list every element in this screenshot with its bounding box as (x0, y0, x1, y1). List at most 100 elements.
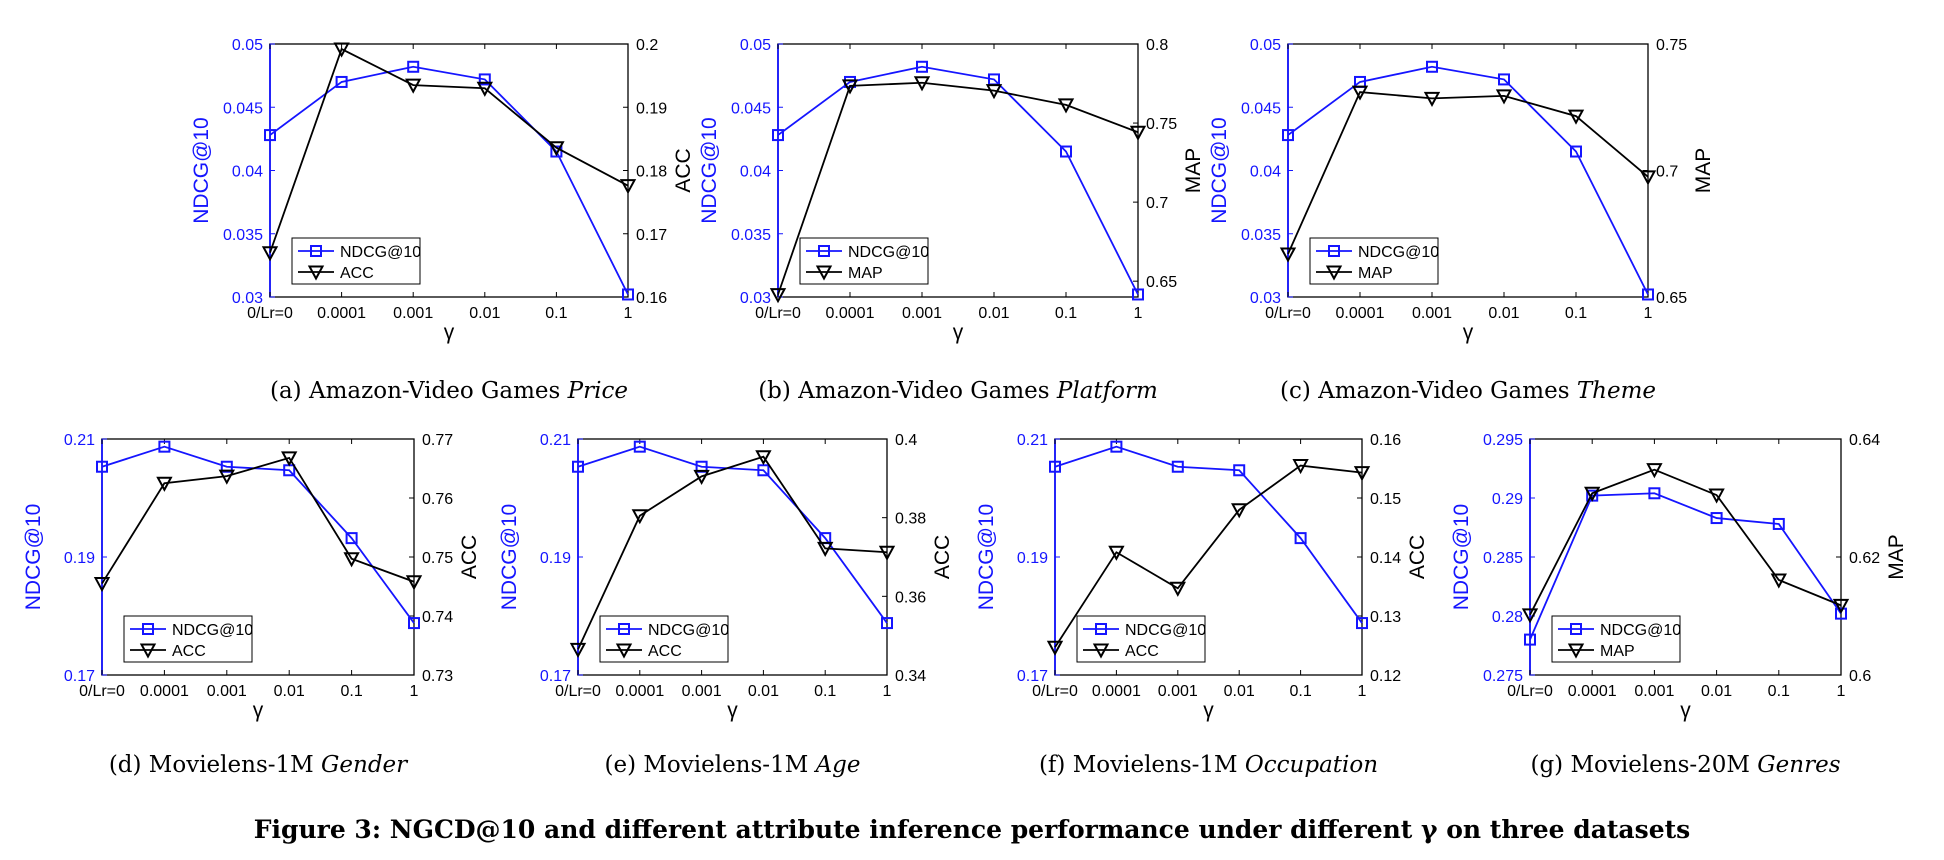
series-line-ndcg10 (101, 445, 415, 624)
legend-marker (1570, 623, 1582, 635)
data-point-marker (1498, 73, 1510, 86)
data-point-marker (220, 460, 233, 473)
right-y-tick-label: 0.75 (1656, 37, 1687, 54)
left-y-tick-label: 0.05 (740, 37, 771, 54)
legend-marker (307, 265, 325, 281)
legend-label: ACC (1125, 643, 1159, 660)
x-tick-label: 0/Lr=0 (755, 305, 801, 322)
series-line-ndcg10 (1287, 65, 1649, 295)
right-y-tick-label: 0.65 (1146, 274, 1177, 291)
left-y-tick-label: 0.17 (1017, 668, 1048, 685)
left-y-tick-label: 0.275 (1483, 668, 1523, 685)
x-tick-label: 0.1 (1565, 305, 1587, 322)
chart-panel-d: 0/Lr=0 0.0001 0.001 0.01 0.1 1 γ 0.17 0.19 0.21 ND… (22, 432, 481, 778)
series-line-map (1529, 468, 1842, 616)
data-point-marker (1049, 460, 1061, 473)
chart-panel-a: 0/Lr=0 0.0001 0.001 0.01 0.1 1 γ 0.03 0.035 0.04 0… (190, 37, 695, 404)
data-point-marker (619, 179, 637, 195)
x-tick-label: 1 (883, 683, 892, 700)
legend-marker (1567, 643, 1585, 659)
right-y-axis-label: ACC (458, 535, 481, 579)
right-y-tick-label: 0.74 (422, 609, 453, 626)
data-point-marker (345, 532, 358, 545)
left-y-tick-label: 0.05 (232, 37, 263, 54)
x-axis-label: γ (253, 699, 264, 722)
legend-label: NDCG@10 (172, 622, 253, 639)
x-tick-label: 0.01 (978, 305, 1009, 322)
data-point-marker (158, 440, 171, 453)
legend-label: NDCG@10 (1358, 244, 1439, 261)
data-point-marker (769, 288, 787, 304)
x-tick-label: 1 (1837, 683, 1846, 700)
left-y-tick-label: 0.045 (223, 100, 263, 117)
subfigure-caption-attribute: Price (567, 378, 628, 404)
legend-label: NDCG@10 (848, 244, 929, 261)
right-y-axis-label: MAP (1692, 148, 1715, 194)
data-point-marker (550, 145, 563, 158)
left-y-tick-label: 0.285 (1483, 550, 1523, 567)
data-point-marker (755, 450, 772, 466)
x-tick-label: 0/Lr=0 (79, 683, 125, 700)
subfigure-caption-prefix: (c) Amazon-Video Games (1280, 378, 1577, 404)
legend-marker (815, 265, 833, 281)
legend: NDCG@10 ACC (1076, 615, 1206, 663)
right-y-tick-label: 0.62 (1849, 550, 1880, 567)
left-y-tick-label: 0.295 (1483, 432, 1523, 449)
data-point-marker (631, 509, 648, 525)
data-point-marker (916, 60, 928, 73)
x-tick-label: 1 (410, 683, 419, 700)
right-y-tick-label: 0.6 (1849, 668, 1871, 685)
left-y-axis-label: NDCG@10 (498, 504, 521, 611)
data-point-marker (1495, 89, 1513, 105)
chart-panel-b: 0/Lr=0 0.0001 0.001 0.01 0.1 1 γ 0.03 0.035 0.04 0… (698, 37, 1205, 404)
left-y-tick-label: 0.03 (232, 290, 263, 307)
right-y-tick-label: 0.18 (636, 164, 667, 181)
subfigure-caption-attribute: Theme (1577, 378, 1656, 404)
right-y-tick-label: 0.64 (1849, 432, 1880, 449)
data-point-marker (985, 84, 1003, 100)
x-tick-label: 0/Lr=0 (1032, 683, 1078, 700)
legend-marker (818, 245, 830, 257)
right-y-tick-label: 0.19 (636, 100, 667, 117)
data-point-marker (1110, 440, 1123, 453)
data-point-marker (1108, 545, 1125, 561)
data-point-marker (264, 129, 276, 142)
legend-label: NDCG@10 (1600, 622, 1681, 639)
left-y-axis-label: NDCG@10 (698, 117, 721, 224)
data-point-marker (881, 617, 893, 630)
right-y-axis-label: ACC (672, 148, 695, 192)
chart-panel-g: 0/Lr=0 0.0001 0.001 0.01 0.1 1 γ 0.275 0.28 0.285… (1450, 432, 1908, 778)
x-tick-label: 0.1 (1768, 683, 1790, 700)
data-point-marker (1835, 607, 1847, 620)
x-tick-label: 0.01 (1701, 683, 1732, 700)
data-point-marker (1132, 288, 1144, 301)
data-point-marker (1584, 486, 1601, 502)
x-axis-label: γ (953, 321, 964, 344)
chart-panel-f: 0/Lr=0 0.0001 0.001 0.01 0.1 1 γ 0.17 0.19 0.21 ND… (975, 432, 1429, 778)
right-y-tick-label: 0.38 (895, 511, 926, 528)
right-y-tick-label: 0.16 (1370, 432, 1401, 449)
data-point-marker (1129, 125, 1147, 141)
x-tick-label: 0/Lr=0 (1265, 305, 1311, 322)
data-point-marker (1046, 640, 1064, 656)
left-y-tick-label: 0.03 (1250, 290, 1281, 307)
right-y-tick-label: 0.36 (895, 589, 926, 606)
x-tick-label: 0.1 (340, 683, 362, 700)
subfigure-caption-attribute: Age (814, 752, 861, 778)
data-point-marker (1060, 145, 1072, 158)
left-y-tick-label: 0.05 (1250, 37, 1281, 54)
x-tick-label: 0.0001 (140, 683, 189, 700)
data-point-marker (1423, 91, 1441, 107)
right-y-tick-label: 0.15 (1370, 491, 1401, 508)
data-point-marker (1231, 503, 1248, 519)
left-y-tick-label: 0.04 (1250, 164, 1281, 181)
data-point-marker (1639, 170, 1657, 186)
left-y-tick-label: 0.19 (64, 550, 95, 567)
x-tick-label: 0.1 (545, 305, 567, 322)
subfigure-caption-prefix: (d) Movielens-1M (109, 752, 321, 778)
data-point-marker (1524, 633, 1536, 646)
data-point-marker (405, 78, 422, 94)
data-point-marker (1832, 598, 1850, 614)
legend-label: MAP (1358, 265, 1393, 282)
legend-label: ACC (340, 265, 374, 282)
